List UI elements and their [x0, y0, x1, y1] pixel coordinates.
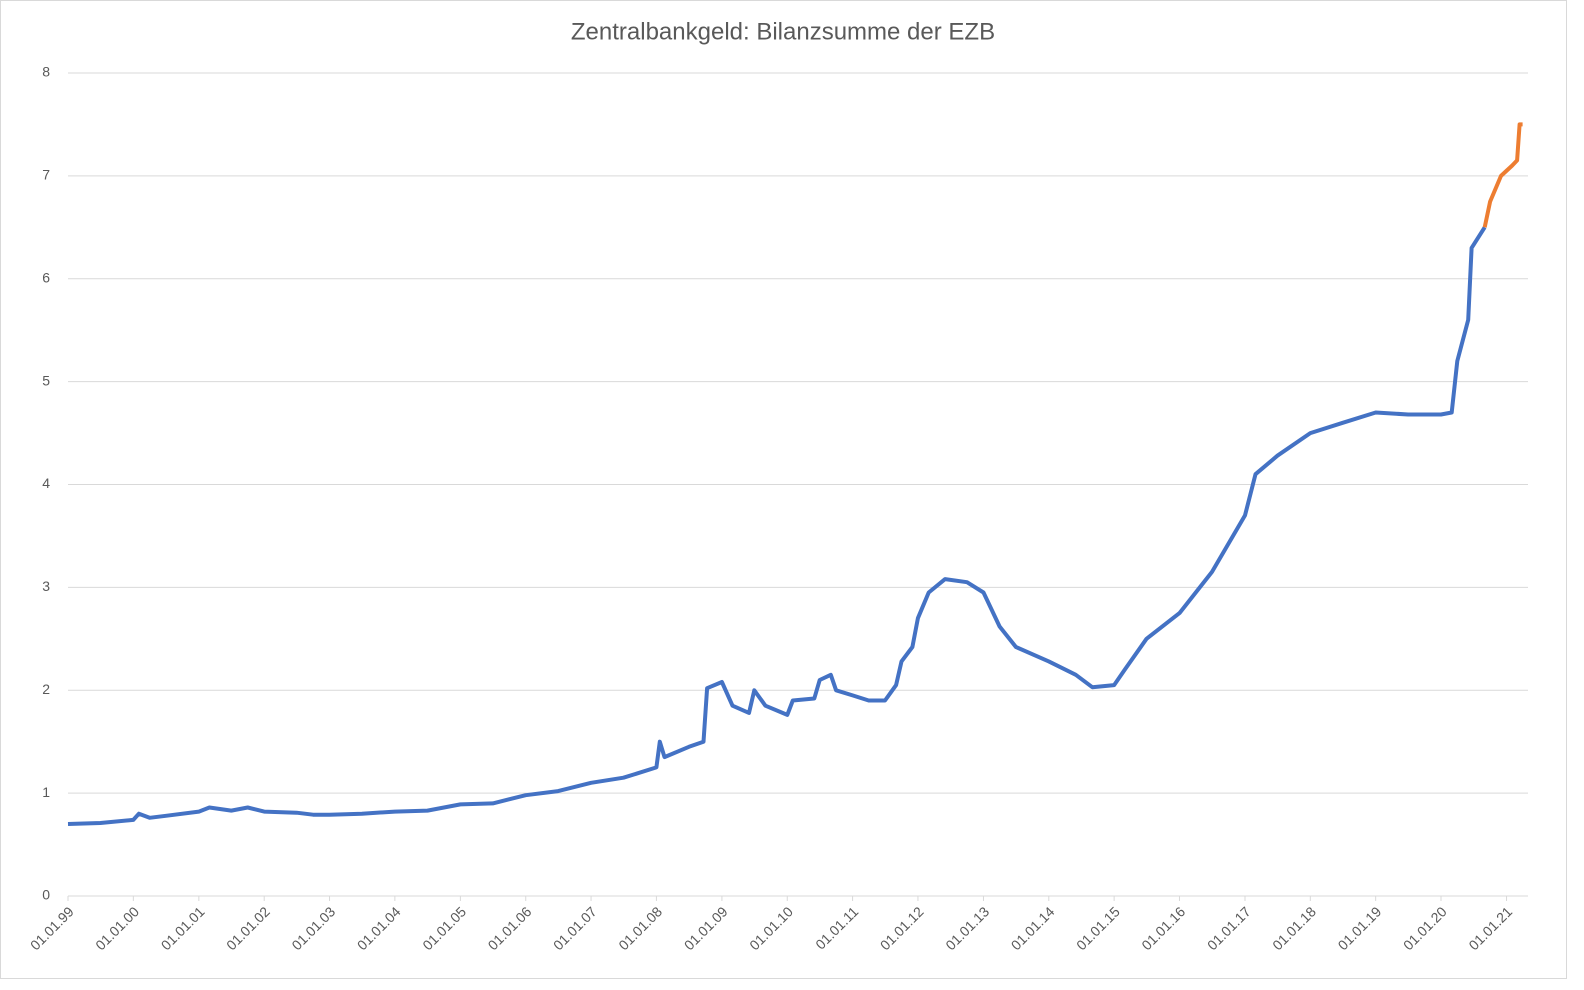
- chart-title: Zentralbankgeld: Bilanzsumme der EZB: [571, 18, 995, 45]
- y-tick-label: 5: [42, 372, 50, 388]
- y-tick-label: 3: [42, 578, 50, 594]
- y-tick-label: 0: [42, 887, 50, 903]
- y-tick-label: 4: [42, 475, 50, 491]
- chart-frame: [0, 0, 1567, 979]
- data-line: [1482, 122, 1523, 228]
- y-tick-label: 7: [42, 167, 50, 183]
- y-tick-label: 8: [42, 64, 50, 80]
- data-line: [67, 226, 1487, 826]
- y-tick-label: 1: [42, 784, 50, 800]
- y-tick-label: 6: [42, 269, 50, 285]
- y-tick-label: 2: [42, 681, 50, 697]
